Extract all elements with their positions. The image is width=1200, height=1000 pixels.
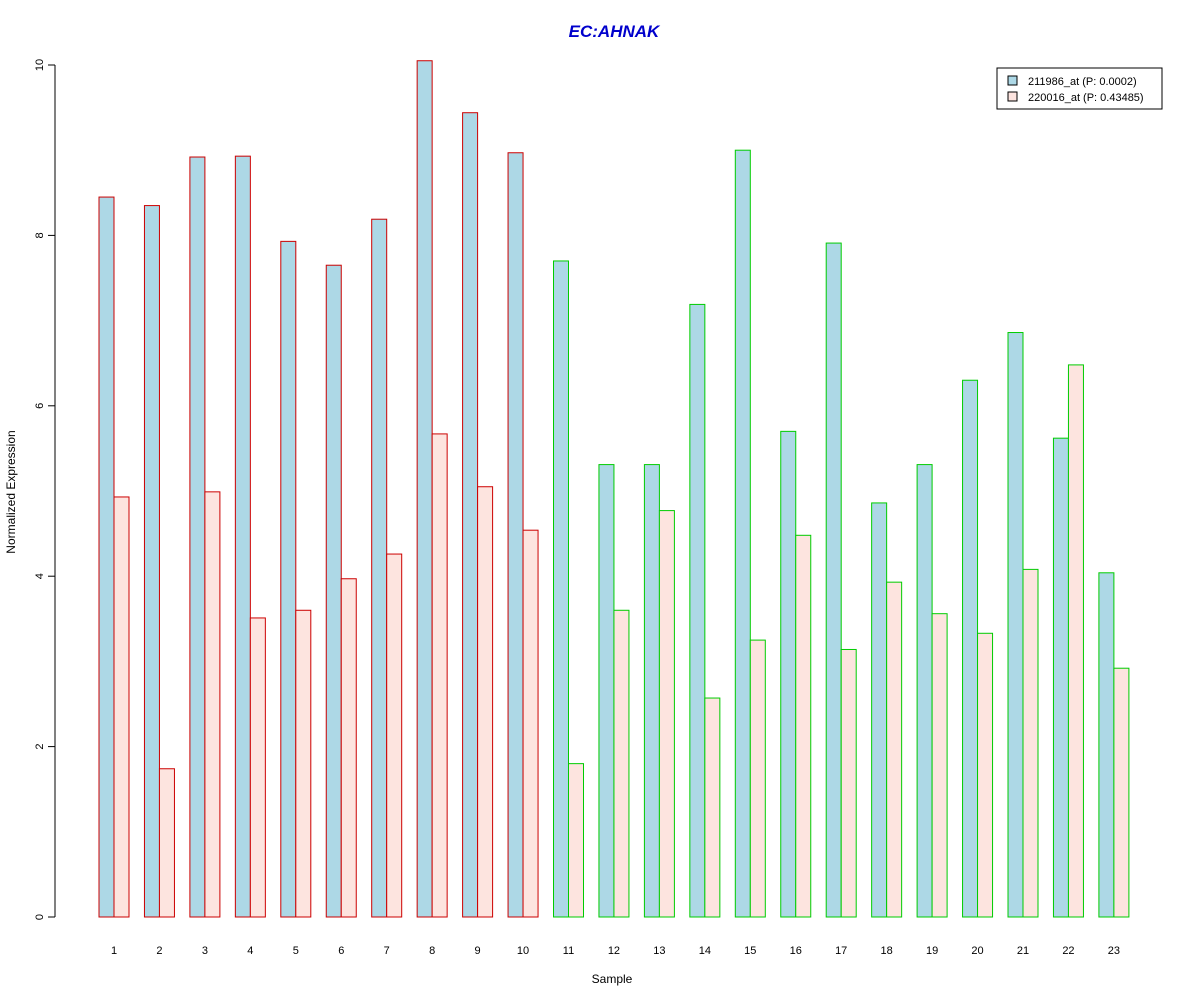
bar-211986-sample-12 (598, 464, 615, 918)
x-tick-label: 11 (563, 945, 574, 957)
bar-220016-sample-8 (431, 433, 448, 918)
x-tick-label: 16 (790, 945, 802, 957)
bar-211986-sample-10 (507, 152, 524, 918)
bar-220016-sample-5 (295, 609, 312, 918)
bar-220016-sample-2 (158, 768, 175, 918)
bar-211986-sample-3 (189, 156, 206, 918)
legend-swatch-220016 (1007, 91, 1018, 102)
bar-220016-sample-3 (204, 491, 221, 918)
x-tick-label: 4 (247, 945, 253, 957)
x-tick-label: 10 (517, 945, 529, 957)
x-tick-label: 1 (111, 945, 117, 957)
bar-220016-sample-15 (749, 639, 766, 918)
bar-220016-sample-6 (340, 578, 357, 918)
bar-211986-sample-7 (371, 218, 388, 918)
y-tick-label: 8 (34, 232, 46, 238)
x-tick-label: 5 (293, 945, 299, 957)
bar-211986-sample-1 (98, 196, 115, 918)
legend-label-211986: 211986_at (P: 0.0002) (1028, 76, 1137, 88)
y-axis-title: Normalized Expression (4, 430, 18, 553)
x-tick-label: 8 (429, 945, 435, 957)
bar-220016-sample-20 (977, 632, 994, 918)
bar-211986-sample-13 (643, 464, 660, 918)
x-tick-label: 21 (1017, 945, 1029, 957)
bar-220016-sample-23 (1113, 667, 1130, 918)
legend-label-220016: 220016_at (P: 0.43485) (1028, 92, 1144, 104)
bar-211986-sample-5 (280, 240, 297, 918)
y-tick-label: 4 (34, 573, 46, 579)
legend: 211986_at (P: 0.0002) 220016_at (P: 0.43… (996, 67, 1163, 110)
bar-220016-sample-16 (795, 534, 812, 918)
bars-group (98, 60, 1130, 918)
bar-220016-sample-12 (613, 609, 630, 918)
bar-211986-sample-14 (689, 303, 706, 918)
x-tick-label: 2 (156, 945, 162, 957)
bar-211986-sample-11 (553, 260, 569, 918)
bar-211986-sample-8 (416, 60, 433, 918)
x-tick-label: 22 (1062, 945, 1074, 957)
x-axis-tick-labels: 1 2 3 4 5 6 7 8 9 10 11 12 13 14 15 16 17 18 19 20 21 22 23 (111, 945, 1120, 957)
x-tick-label: 3 (202, 945, 208, 957)
x-tick-label: 18 (881, 945, 893, 957)
x-tick-label: 12 (608, 945, 620, 957)
y-tick-label: 2 (34, 744, 46, 750)
bar-211986-sample-9 (462, 112, 479, 918)
x-tick-label: 15 (744, 945, 756, 957)
bar-211986-sample-17 (825, 242, 842, 918)
chart-title: EC:AHNAK (569, 22, 661, 41)
bar-220016-sample-18 (886, 581, 903, 918)
bar-220016-sample-7 (386, 553, 403, 918)
y-tick-label: 6 (34, 403, 46, 409)
x-tick-label: 17 (835, 945, 847, 957)
x-tick-label: 14 (699, 945, 711, 957)
bar-220016-sample-9 (477, 486, 494, 918)
bar-220016-sample-11 (568, 763, 584, 918)
y-tick-label: 10 (34, 59, 46, 71)
x-tick-label: 23 (1108, 945, 1120, 957)
bar-211986-sample-19 (916, 464, 933, 918)
x-tick-label: 13 (653, 945, 665, 957)
bar-211986-sample-2 (143, 205, 160, 918)
bar-211986-sample-20 (962, 379, 979, 918)
bar-220016-sample-4 (249, 617, 266, 918)
bar-211986-sample-16 (780, 430, 797, 918)
x-tick-label: 9 (475, 945, 481, 957)
bar-220016-sample-14 (704, 697, 721, 918)
legend-swatch-211986 (1007, 75, 1018, 86)
bar-220016-sample-13 (658, 510, 675, 918)
bar-220016-sample-19 (931, 613, 948, 918)
bar-220016-sample-22 (1067, 364, 1084, 918)
bar-211986-sample-23 (1098, 572, 1115, 918)
y-axis: 0 2 4 6 8 10 (34, 59, 56, 920)
x-tick-label: 6 (338, 945, 344, 957)
bar-211986-sample-21 (1007, 332, 1024, 918)
bar-220016-sample-10 (522, 529, 539, 918)
legend-box (996, 67, 1163, 110)
bar-220016-sample-21 (1022, 568, 1039, 918)
y-tick-label: 0 (34, 914, 46, 920)
bar-211986-sample-22 (1052, 437, 1069, 918)
bar-211986-sample-4 (234, 155, 251, 918)
x-tick-label: 19 (926, 945, 938, 957)
x-tick-label: 20 (971, 945, 983, 957)
bar-211986-sample-6 (325, 264, 342, 918)
bar-220016-sample-1 (113, 496, 130, 918)
bar-211986-sample-15 (734, 149, 751, 918)
x-tick-label: 7 (384, 945, 390, 957)
bar-220016-sample-17 (840, 648, 857, 918)
x-axis-title: Sample (592, 972, 633, 986)
bar-211986-sample-18 (871, 502, 888, 918)
